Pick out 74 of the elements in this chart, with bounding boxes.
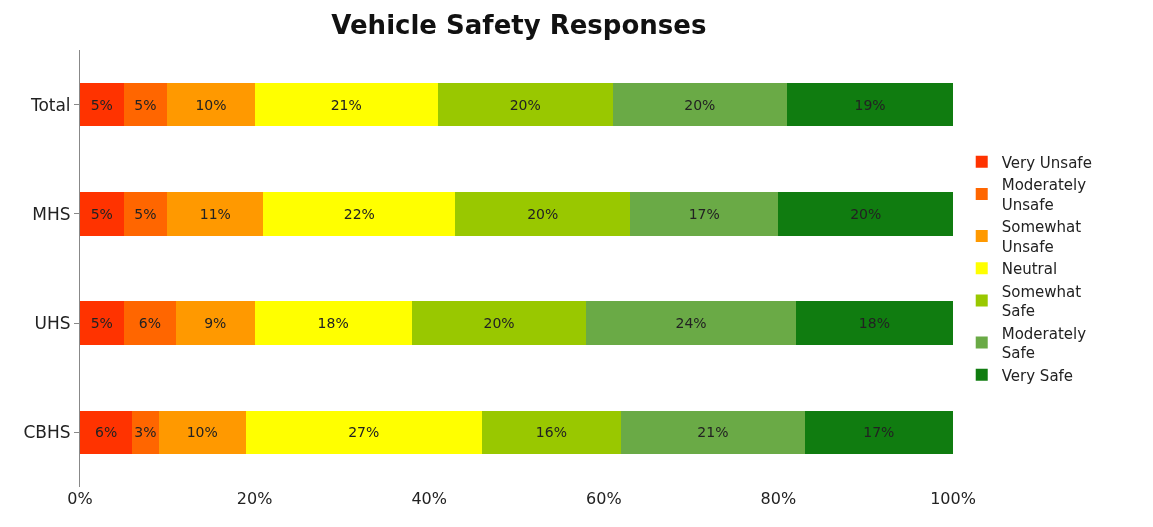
bar (254, 82, 438, 127)
data-label: 19% (854, 96, 886, 113)
x-tick-label: 80% (760, 489, 797, 508)
bar (804, 410, 953, 455)
chart-title: Vehicle Safety Responses (331, 10, 707, 41)
bar (167, 192, 264, 236)
x-tick-label: 60% (586, 489, 622, 508)
bar (254, 301, 412, 345)
data-label: 5% (134, 205, 157, 222)
data-label: 20% (483, 315, 515, 332)
bar (621, 410, 805, 455)
bar (132, 410, 159, 455)
y-tick-label: UHS (34, 313, 71, 334)
data-label: 9% (204, 315, 227, 332)
x-tick-label: 40% (411, 489, 447, 508)
legend-label: Somewhat Safe (1001, 282, 1082, 321)
data-label: 20% (684, 96, 716, 113)
bar (586, 301, 796, 345)
legend-label: Moderately Unsafe (1001, 176, 1087, 214)
legend-label: Very Safe (1001, 366, 1074, 385)
legend-label: Very Unsafe (1001, 153, 1092, 172)
bar (158, 410, 246, 455)
y-tick-label: CBHS (23, 422, 71, 443)
bar (437, 82, 613, 127)
bar (176, 301, 255, 345)
data-label: 5% (90, 205, 113, 222)
data-label: 24% (675, 315, 707, 332)
y-tick-label: Total (29, 94, 71, 115)
y-tick-label: MHS (32, 203, 71, 224)
data-label: 5% (90, 315, 113, 332)
bar (167, 82, 255, 127)
data-label: 10% (195, 96, 227, 113)
data-label: 27% (348, 424, 380, 441)
data-label: 11% (199, 205, 231, 222)
data-label: 22% (343, 205, 375, 222)
bar (795, 301, 953, 345)
bar (123, 82, 168, 127)
bar (263, 192, 456, 236)
legend-label: Neutral (1001, 260, 1058, 279)
bar (481, 410, 622, 455)
bar (787, 82, 953, 127)
data-label: 20% (509, 96, 541, 113)
data-label: 6% (95, 424, 118, 441)
bar (123, 192, 168, 236)
bar (245, 410, 482, 455)
bar (629, 192, 779, 236)
data-label: 20% (850, 205, 882, 222)
data-label: 17% (688, 205, 720, 222)
bar (612, 82, 788, 127)
data-label: 6% (138, 315, 161, 332)
data-label: 21% (697, 424, 729, 441)
legend-label: Moderately Safe (1001, 324, 1087, 363)
bar (80, 301, 124, 345)
bar (411, 301, 587, 345)
x-tick-label: 100% (930, 489, 976, 508)
x-tick-label: 20% (236, 489, 273, 508)
data-label: 18% (858, 315, 890, 332)
bar (80, 410, 133, 455)
bar (80, 192, 124, 236)
legend-label: Somewhat Unsafe (1001, 218, 1082, 256)
data-label: 16% (535, 424, 567, 441)
data-label: 5% (134, 96, 157, 113)
x-tick-label: 0% (67, 489, 93, 508)
data-label: 5% (90, 96, 113, 113)
bar (455, 192, 630, 236)
data-label: 20% (527, 205, 559, 222)
data-label: 10% (186, 424, 218, 441)
data-label: 17% (863, 424, 895, 441)
data-label: 18% (317, 315, 349, 332)
data-label: 3% (134, 424, 157, 441)
data-label: 21% (330, 96, 362, 113)
bar (123, 301, 177, 345)
bar (80, 82, 124, 127)
bar (778, 192, 953, 236)
